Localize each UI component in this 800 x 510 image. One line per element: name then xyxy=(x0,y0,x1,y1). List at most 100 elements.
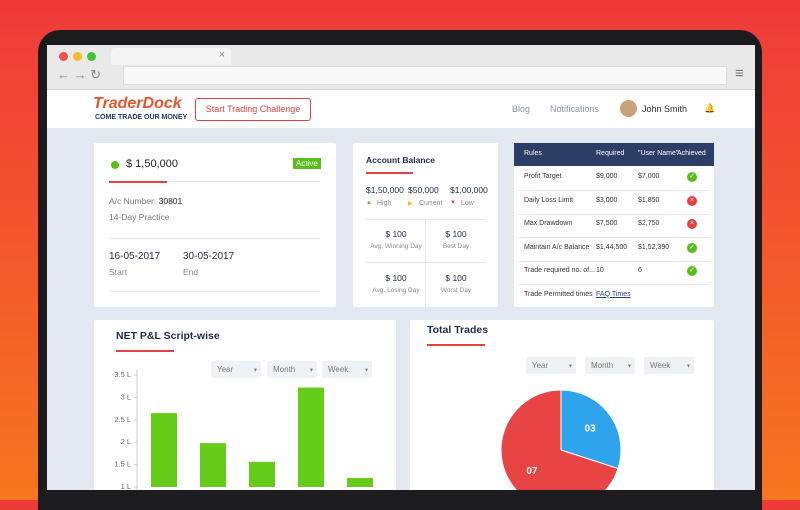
table-cell: $9,000 xyxy=(596,173,618,180)
bell-icon[interactable]: 🔔 xyxy=(704,103,716,113)
separator xyxy=(109,291,320,292)
pie-slice xyxy=(500,389,619,490)
filter-caret: ▼ xyxy=(686,363,691,369)
bar-card: NET P&L Script-wise Year ▼ Month ▼ Week ▼ 1 L 1.… xyxy=(94,320,396,490)
rules-card: Rules Required "User Name" Achieved Profit T… xyxy=(514,143,714,307)
slice-label: 03 xyxy=(585,423,597,434)
row-separator xyxy=(518,213,710,215)
achieved-icon: ✓ xyxy=(687,242,697,253)
end-date: 30-05-2017 xyxy=(183,251,235,262)
failed-icon: × xyxy=(687,219,697,229)
balance-label: High xyxy=(377,200,392,207)
bar xyxy=(298,387,324,487)
title-underline xyxy=(427,344,485,346)
table-cell: 10 xyxy=(596,267,604,274)
balance-arrow: ▼ xyxy=(450,200,456,206)
balance-amount: $1,50,000 xyxy=(366,185,404,195)
address-bar[interactable] xyxy=(123,66,727,85)
stat-label: Avg. Winning Day xyxy=(370,243,422,250)
y-tick-label: 1.5 L xyxy=(114,460,131,469)
user-name[interactable]: John Smith xyxy=(642,104,688,114)
y-tick-label: 1 L xyxy=(121,482,131,490)
cta-button[interactable]: Start Trading Challenge xyxy=(195,98,311,121)
menu-icon[interactable]: ≡ xyxy=(735,65,744,82)
account-card: $ 1,50,000 Active A/c Number: 30801 14-D… xyxy=(94,143,336,307)
table-cell: $1,52,390 xyxy=(638,243,670,251)
table-cell: Trade required no. of... xyxy=(524,267,595,274)
browser-tab[interactable]: × xyxy=(111,48,231,65)
pie-card: Total Trades Year ▼ Month ▼ Week ▼ 03 07 xyxy=(410,320,714,490)
table-cell: Trade Permitted times xyxy=(524,290,593,298)
close-dot[interactable] xyxy=(59,52,68,61)
start-label: Start xyxy=(109,267,127,277)
filter-label: Week xyxy=(328,365,349,374)
status-dot xyxy=(111,161,119,169)
separator xyxy=(167,181,320,182)
browser-window: × ← → ↻ ≡ TraderDock COME TRADE OUR MONE… xyxy=(47,45,755,490)
title-underline xyxy=(116,350,174,352)
table-cell: $1,850 xyxy=(638,196,660,204)
filter-dropdown[interactable] xyxy=(267,361,317,378)
filter-label: Year xyxy=(532,361,549,370)
nav-link[interactable]: Notifications xyxy=(550,104,600,114)
filter-dropdown[interactable] xyxy=(585,357,635,374)
logo[interactable]: TraderDock xyxy=(93,95,182,112)
balance-label: Low xyxy=(461,200,474,207)
y-tick-label: 2 L xyxy=(121,437,131,446)
faq-link[interactable]: FAQ Times xyxy=(596,290,631,298)
avatar[interactable] xyxy=(620,100,637,117)
pie-slice xyxy=(560,389,622,470)
slice-label: 07 xyxy=(526,466,538,477)
chart-title: Total Trades xyxy=(427,324,488,336)
bar xyxy=(249,461,275,487)
table-header xyxy=(514,143,714,166)
balance-title: Account Balance xyxy=(366,155,435,165)
nav-link[interactable]: Blog xyxy=(512,104,531,114)
separator xyxy=(366,219,486,220)
separator xyxy=(109,238,320,239)
status-badge: Active xyxy=(293,158,321,169)
separator xyxy=(366,262,486,263)
filter-dropdown[interactable] xyxy=(526,357,576,374)
achieved-icon: ✓ xyxy=(687,172,697,182)
stat-label: Worst Day xyxy=(440,287,472,294)
filter-dropdown[interactable] xyxy=(322,361,372,378)
row-separator xyxy=(518,190,710,191)
table-cell: Max Drawdown xyxy=(524,220,573,227)
stat-amount: $ 100 xyxy=(445,273,467,283)
y-tick-label: 3 L xyxy=(121,392,131,401)
balance-arrow: ▶ xyxy=(408,201,413,207)
site-header: TraderDock COME TRADE OUR MONEY Start Tr… xyxy=(47,90,755,128)
table-cell: Maintain A/c Balance xyxy=(524,243,590,251)
row-separator xyxy=(518,260,710,262)
stat-amount: $ 100 xyxy=(445,229,467,239)
table-cell: $7,500 xyxy=(596,220,618,227)
filter-caret: ▼ xyxy=(364,367,369,373)
pie-chart: Total Trades Year ▼ Month ▼ Week ▼ 03 07 xyxy=(427,324,694,490)
filter-label: Week xyxy=(650,361,671,370)
table-header-cell: Rules xyxy=(524,150,542,157)
ac-label: A/c Number: xyxy=(109,196,157,206)
filter-label: Year xyxy=(217,365,234,374)
table-header-cell: "User Name" xyxy=(638,150,679,157)
nav-arrows[interactable]: ← → ↻ xyxy=(57,67,102,82)
table-cell: 6 xyxy=(638,267,642,274)
start-date: 16-05-2017 xyxy=(109,251,161,262)
stat-amount: $ 100 xyxy=(385,273,407,283)
ac-number: 30801 xyxy=(158,196,183,206)
table-cell: Daily Loss Limit xyxy=(524,196,574,204)
table-cell: $1,44,500 xyxy=(596,243,628,251)
bar xyxy=(200,443,226,487)
balance-label: Current xyxy=(419,200,443,207)
bar xyxy=(347,478,373,487)
table-cell: $7,000 xyxy=(638,173,660,180)
achieved-icon: ✓ xyxy=(687,266,697,276)
browser-chrome: × ← → ↻ ≡ xyxy=(47,45,755,90)
bar xyxy=(151,413,177,487)
filter-dropdown[interactable] xyxy=(644,357,694,374)
chart-title: NET P&L Script-wise xyxy=(116,330,220,342)
filter-dropdown[interactable] xyxy=(211,361,261,378)
minimize-dot[interactable] xyxy=(73,52,82,61)
maximize-dot[interactable] xyxy=(87,52,96,61)
bar-chart: NET P&L Script-wise Year ▼ Month ▼ Week ▼ 1 L 1.… xyxy=(114,330,373,490)
